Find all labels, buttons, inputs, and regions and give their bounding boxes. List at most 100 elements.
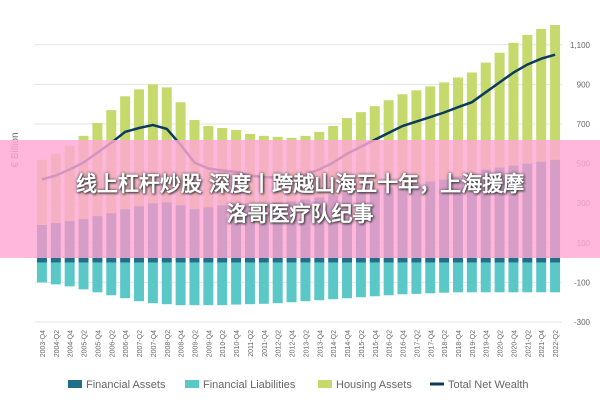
bar [439,262,450,293]
x-tick-label: 2016-Q4 [401,330,408,357]
x-tick-label: 2008-Q4 [179,330,186,357]
x-tick-label: 2021-Q2 [525,330,532,357]
x-tick-label: 2018-Q4 [456,330,463,357]
legend-swatch [430,382,444,386]
x-tick-label: 2022-Q2 [553,330,560,357]
overlay-banner: 线上杠杆炒股 深度丨跨越山海五十年，上海援摩 洛哥医疗队纪事 [0,140,600,258]
bar [134,262,145,302]
x-tick-label: 2015-Q4 [373,330,380,357]
bar [92,262,103,293]
bar [175,262,186,306]
x-tick-label: 2019-Q2 [470,330,477,357]
x-tick-label: 2016-Q2 [387,330,394,357]
x-tick-label: 2018-Q2 [442,330,449,357]
bar [425,262,436,294]
bar [536,28,547,162]
y-tick-label: 700 [577,120,591,129]
x-tick-label: 2013-Q2 [303,330,310,357]
bar [342,262,353,299]
x-tick-label: 2007-Q4 [151,330,158,357]
bar [536,262,547,293]
x-tick-label: 2020-Q4 [511,330,518,357]
overlay-line: 洛哥医疗队纪事 [226,202,374,226]
bar [50,262,61,285]
bar [314,262,325,301]
bar [161,262,172,305]
x-tick-label: 2019-Q4 [484,330,491,357]
bar [231,262,242,305]
legend-label: Financial Assets [86,379,166,391]
legend-label: Housing Assets [336,379,412,391]
x-tick-label: 2004-Q4 [68,330,75,357]
bar [78,262,89,290]
overlay-line: 线上杠杆炒股 深度丨跨越山海五十年，上海援摩 [75,172,525,196]
bar [147,262,158,304]
bar [508,262,519,293]
bar [397,262,408,295]
bar [466,262,477,293]
x-tick-label: 2006-Q4 [123,330,130,357]
x-tick-label: 2015-Q2 [359,330,366,357]
x-tick-label: 2011-Q4 [262,330,269,357]
x-tick-label: 2010-Q4 [234,330,241,357]
x-tick-label: 2009-Q2 [192,330,199,357]
bar [522,34,533,164]
bar [36,262,47,283]
bar [286,262,297,303]
bar [355,262,366,298]
bar [258,262,269,304]
bar [550,262,561,293]
x-tick-label: 2007-Q2 [137,330,144,357]
x-tick-label: 2021-Q4 [539,330,546,357]
x-tick-label: 2004-Q2 [54,330,61,357]
x-tick-label: 2012-Q2 [276,330,283,357]
legend-label: Total Net Wealth [448,379,529,391]
y-tick-label: 1,100 [570,41,591,50]
bar [480,62,491,170]
bar [120,262,131,299]
bar [189,262,200,306]
legend: Financial Assets Financial Liabilities Hou… [68,379,529,391]
x-tick-label: 2003-Q4 [40,330,47,357]
x-tick-label: 2017-Q2 [414,330,421,357]
x-tick-label: 2010-Q2 [220,330,227,357]
bar [480,262,491,293]
bar [300,262,311,302]
legend-swatch [185,380,199,388]
bar [466,72,477,174]
bar [272,262,283,304]
x-tick-label: 2014-Q4 [345,330,352,357]
bar [550,25,561,160]
y-tick-label: -300 [574,318,591,327]
x-tick-label: 2013-Q4 [317,330,324,357]
x-tick-label: 2014-Q2 [331,330,338,357]
bar [383,262,394,296]
x-tick-label: 2011-Q2 [248,330,255,357]
legend-swatch [318,380,332,388]
legend-label: Financial Liabilities [203,379,296,391]
x-tick-label: 2017-Q4 [428,330,435,357]
bar [217,262,228,306]
bar [508,42,519,166]
x-tick-label: 2005-Q4 [95,330,102,357]
bar [425,86,436,182]
y-tick-label: -100 [574,278,591,287]
x-tick-label: 2008-Q2 [165,330,172,357]
bar [452,77,463,177]
x-tick-label: 2009-Q4 [206,330,213,357]
bar [397,94,408,186]
bar [64,262,75,287]
bar [494,52,505,168]
bar [328,262,339,300]
bar [522,262,533,293]
bar [411,90,422,184]
x-tick-label: 2012-Q4 [290,330,297,357]
x-tick-label: 2006-Q2 [109,330,116,357]
legend-swatch [68,380,82,388]
bar [106,262,117,296]
bar [411,262,422,294]
bar [452,262,463,293]
bar [203,262,214,306]
y-tick-label: 900 [577,80,591,89]
